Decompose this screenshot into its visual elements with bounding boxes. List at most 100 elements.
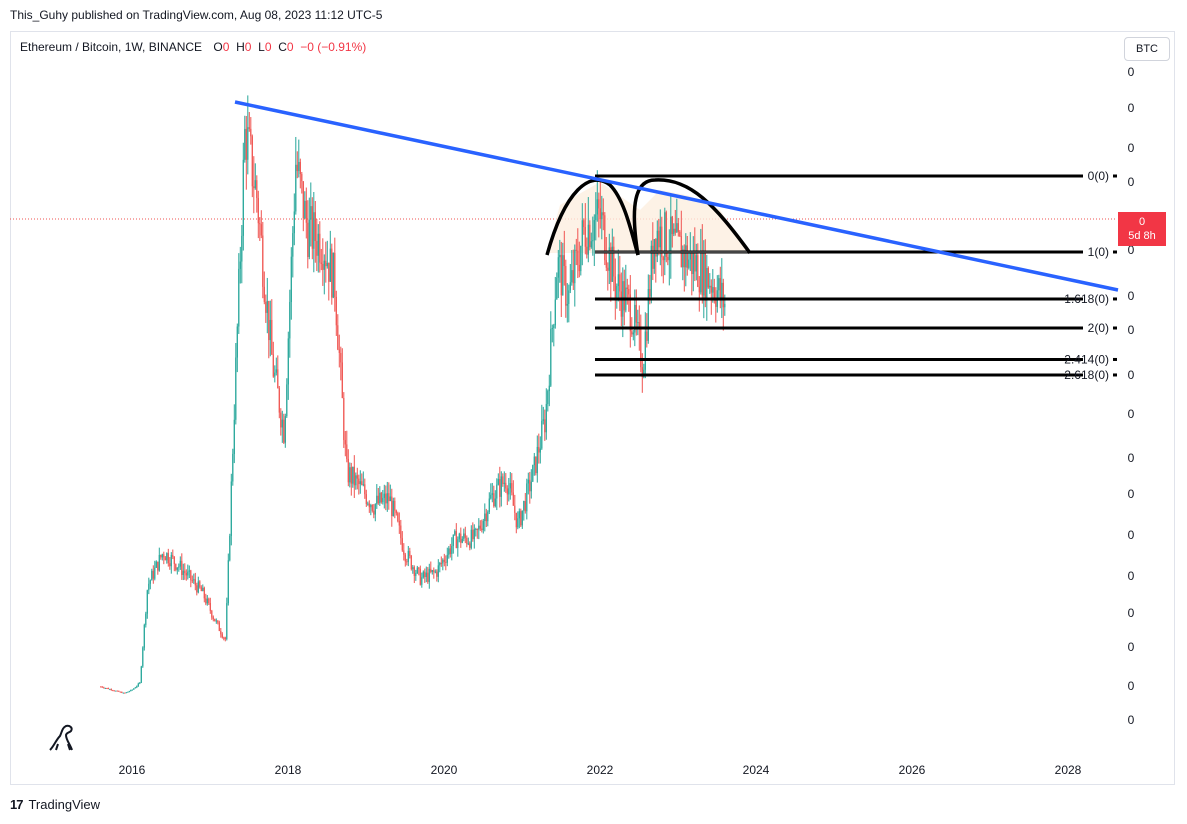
candle-body [722, 282, 724, 308]
candle-body [724, 303, 726, 308]
y-tick-label: 0 [1128, 141, 1135, 155]
candle-body [293, 211, 295, 234]
fib-level-marker [1113, 174, 1117, 178]
candle-body [478, 525, 480, 530]
candle-body [569, 282, 571, 291]
candle-body [370, 504, 372, 508]
candle-body [461, 538, 463, 543]
candle-body [196, 585, 198, 593]
candle-body [457, 539, 459, 549]
y-tick-label: 0 [1128, 569, 1135, 583]
candle-body [460, 533, 462, 543]
time-axis[interactable]: 2016 2018 2020 2022 2024 2026 2028 [119, 763, 1082, 777]
candle-body [526, 483, 528, 512]
candle-body [433, 570, 435, 573]
candle-body [412, 567, 414, 570]
candle-body [626, 287, 628, 289]
candle-body [403, 550, 405, 555]
fib-level-marker [1113, 357, 1117, 361]
fib-extension[interactable]: 0(0) 1(0) 1.618(0) 2(0) 2.414(0) 2.618(0) [595, 169, 1117, 382]
candle-body [470, 529, 472, 548]
candle-body [104, 687, 106, 689]
candle-body [272, 354, 274, 377]
candle-body [445, 561, 447, 563]
candle-body [307, 222, 309, 257]
candle-body [428, 568, 430, 582]
candle-body [254, 180, 256, 189]
candle-body [145, 613, 147, 625]
candle-body [227, 560, 229, 604]
y-tick-label: 0 [1128, 451, 1135, 465]
candle-body [175, 564, 177, 570]
candle-body [248, 127, 250, 129]
candle-body [593, 220, 595, 241]
candle-body [544, 419, 546, 433]
candle-body [635, 304, 637, 323]
candle-body [253, 186, 255, 189]
candle-body [640, 328, 642, 368]
candle-body [275, 369, 277, 373]
candle-body [170, 555, 172, 567]
fib-level-label: 2.618(0) [1064, 368, 1109, 382]
tradingview-dino-icon[interactable] [48, 722, 76, 757]
candle-body [268, 300, 270, 341]
tradingview-logo-icon[interactable]: 17 [10, 797, 24, 812]
candle-body [553, 325, 555, 329]
candle-body [715, 298, 717, 307]
candle-body [454, 531, 456, 535]
candle-body [422, 571, 424, 578]
candle-body [557, 257, 559, 278]
candle-body [560, 254, 562, 296]
candle-body [475, 528, 477, 530]
y-tick-label: 0 [1128, 606, 1135, 620]
candle-body [583, 220, 585, 228]
candle-body [146, 590, 148, 614]
footer-brand[interactable]: TradingView [28, 797, 101, 812]
candle-body [197, 581, 199, 593]
candle-body [481, 528, 483, 531]
candle-body [671, 216, 673, 235]
candle-body [223, 637, 225, 639]
candle-body [398, 521, 400, 526]
candle-body [580, 245, 582, 272]
candle-body [224, 637, 226, 640]
candle-body [296, 164, 298, 172]
candle-body [383, 493, 385, 498]
candle-body [185, 573, 187, 576]
candle-body [644, 331, 646, 370]
candle-body [653, 239, 655, 269]
currency-button[interactable]: BTC [1124, 37, 1170, 61]
candle-body [616, 286, 618, 298]
chart-frame[interactable] [10, 31, 1175, 785]
candle-body [215, 620, 217, 622]
price-axis[interactable]: 0 0 0 0 0 0 0 0 0 0 0 0 0 0 0 0 0 [1128, 65, 1135, 727]
candle-body [301, 174, 303, 182]
candle-body [602, 212, 604, 216]
candle-body [665, 212, 667, 257]
candle-body [605, 260, 607, 268]
y-tick-label: 0 [1128, 289, 1135, 303]
candle-body [152, 570, 154, 579]
candle-body [578, 264, 580, 272]
candle-body [554, 299, 556, 326]
candle-body [247, 127, 249, 160]
candle-body [574, 249, 576, 284]
candle-body [413, 567, 415, 576]
candle-body [686, 245, 688, 268]
trend-line[interactable] [234, 100, 1119, 292]
candle-body [598, 199, 600, 209]
candle-body [679, 231, 681, 237]
candle-body [424, 571, 426, 578]
left-arc[interactable] [545, 178, 640, 256]
candle-body [695, 255, 697, 272]
candle-body [214, 618, 216, 622]
candle-body [380, 492, 382, 503]
candle-body [203, 587, 205, 599]
fib-level-label: 1(0) [1088, 245, 1109, 259]
right-arc[interactable] [632, 178, 752, 256]
candle-body [376, 495, 378, 505]
candle-body [311, 206, 313, 249]
candle-body [319, 233, 321, 263]
symbol-label[interactable]: Ethereum / Bitcoin, 1W, BINANCE [20, 40, 203, 54]
